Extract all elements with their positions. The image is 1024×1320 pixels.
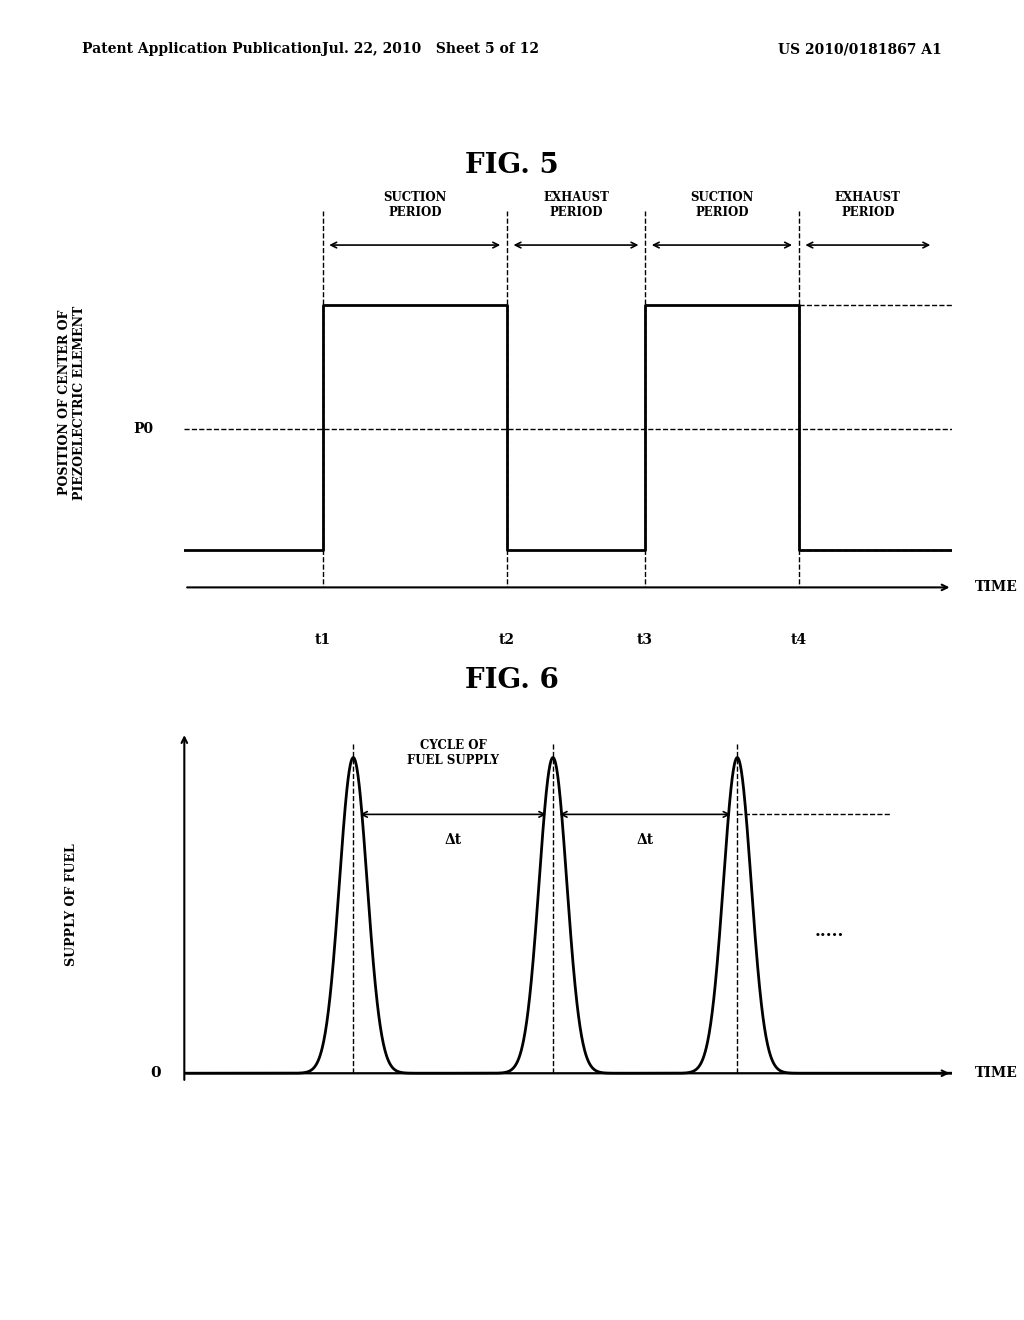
Text: Patent Application Publication: Patent Application Publication: [82, 42, 322, 57]
Text: t3: t3: [637, 632, 653, 647]
Text: FIG. 6: FIG. 6: [465, 667, 559, 693]
Text: Δt: Δt: [444, 833, 462, 847]
Text: US 2010/0181867 A1: US 2010/0181867 A1: [778, 42, 942, 57]
Text: SUPPLY OF FUEL: SUPPLY OF FUEL: [66, 843, 78, 965]
Text: FIG. 5: FIG. 5: [465, 152, 559, 178]
Text: t2: t2: [499, 632, 515, 647]
Text: .....: .....: [815, 923, 844, 940]
Text: Δt: Δt: [637, 833, 653, 847]
Text: t4: t4: [791, 632, 807, 647]
Text: EXHAUST
PERIOD: EXHAUST PERIOD: [543, 190, 609, 219]
Text: TIME: TIME: [975, 581, 1018, 594]
Text: P0: P0: [133, 422, 154, 437]
Text: CYCLE OF
FUEL SUPPLY: CYCLE OF FUEL SUPPLY: [408, 739, 499, 767]
Text: EXHAUST
PERIOD: EXHAUST PERIOD: [835, 190, 901, 219]
Text: SUCTION
PERIOD: SUCTION PERIOD: [690, 190, 754, 219]
Text: t1: t1: [314, 632, 331, 647]
Text: POSITION OF CENTER OF
PIEZOELECTRIC ELEMENT: POSITION OF CENTER OF PIEZOELECTRIC ELEM…: [57, 305, 86, 500]
Text: TIME: TIME: [975, 1067, 1018, 1080]
Text: 0: 0: [151, 1067, 162, 1080]
Text: SUCTION
PERIOD: SUCTION PERIOD: [383, 190, 446, 219]
Text: Jul. 22, 2010   Sheet 5 of 12: Jul. 22, 2010 Sheet 5 of 12: [322, 42, 539, 57]
